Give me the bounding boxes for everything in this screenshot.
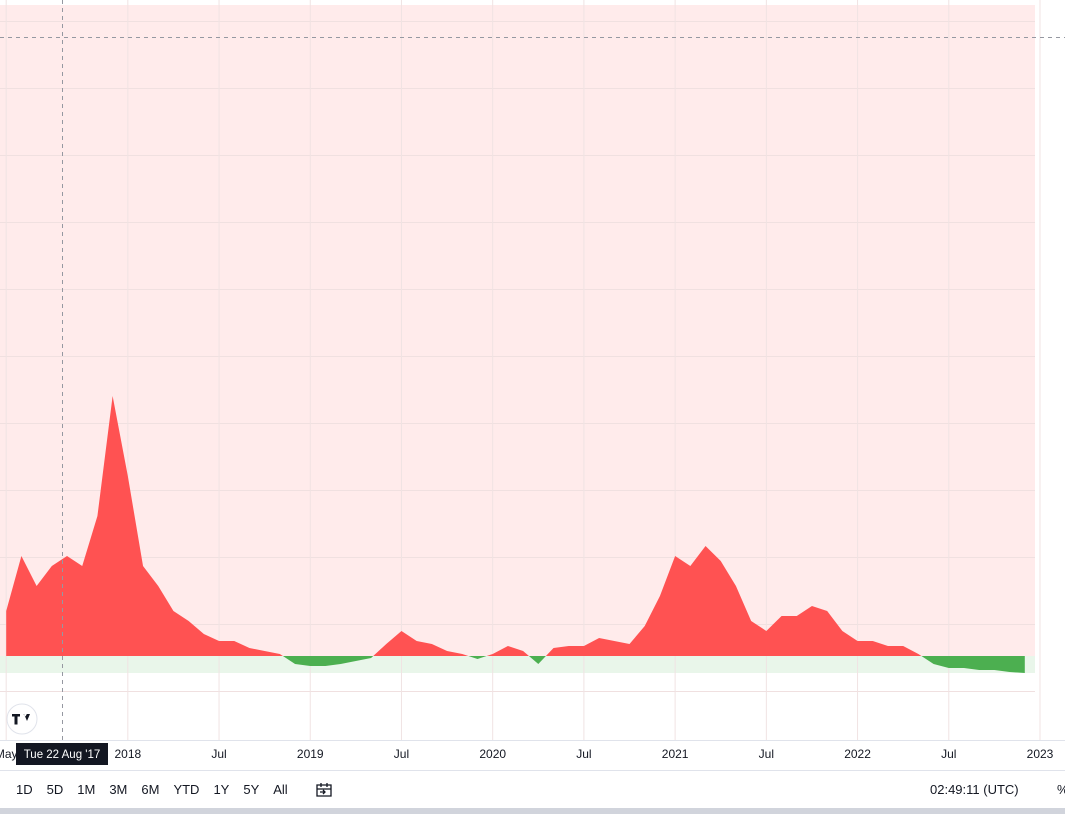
percent-toggle[interactable]: % [1057,782,1065,797]
x-tick-label: Jul [211,747,226,761]
x-tick-label: 2022 [844,747,871,761]
x-tick-label: Jul [394,747,409,761]
range-button[interactable]: 1Y [213,782,230,797]
area [6,396,1025,673]
x-tick-label: Jul [576,747,591,761]
crosshair-label: Tue 22 Aug '17 [24,749,101,761]
logo-circle [6,703,38,735]
x-tick-label: 2023 [1027,747,1054,761]
x-tick-label: Jul [941,747,956,761]
range-button[interactable]: 5Y [243,782,260,797]
chart: May 2018 Jul 2019 Jul 2020 Jul 2021 Jul 2022 Jul 20… [0,0,1065,765]
logo-mark [12,714,30,725]
toolbar: 1D 5D 1M 3M 6M YTD 1Y 5Y All 02:49:11 (UTC) % [0,770,1065,809]
calendar-icon [316,783,332,797]
range-button[interactable]: 6M [141,782,160,797]
bottom-bar [0,808,1065,814]
range-button[interactable]: 5D [46,782,64,797]
crosshair-label-box [16,743,108,765]
logo[interactable] [6,703,38,735]
x-tick-label: Jul [759,747,774,761]
range-button[interactable]: 3M [109,782,128,797]
x-tick-label: 2021 [662,747,689,761]
range-button[interactable]: 1D [16,782,33,797]
range-button[interactable]: 1M [77,782,96,797]
x-tick-label: 2019 [297,747,324,761]
range-button[interactable]: YTD [173,782,200,797]
x-tick-label: May [0,747,18,761]
x-tick-label: 2020 [479,747,506,761]
date-range-icon[interactable] [315,781,333,799]
x-tick-label: 2018 [114,747,141,761]
clock[interactable]: 02:49:11 (UTC) [930,782,1019,797]
range-button[interactable]: All [273,782,288,797]
